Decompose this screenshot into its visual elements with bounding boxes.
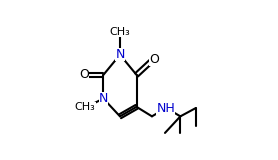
Text: NH: NH [157, 102, 175, 115]
Text: O: O [79, 68, 89, 81]
Text: N: N [99, 92, 108, 105]
Text: O: O [149, 53, 159, 66]
Text: CH₃: CH₃ [110, 27, 130, 37]
Text: N: N [115, 48, 125, 61]
Text: CH₃: CH₃ [75, 102, 95, 112]
